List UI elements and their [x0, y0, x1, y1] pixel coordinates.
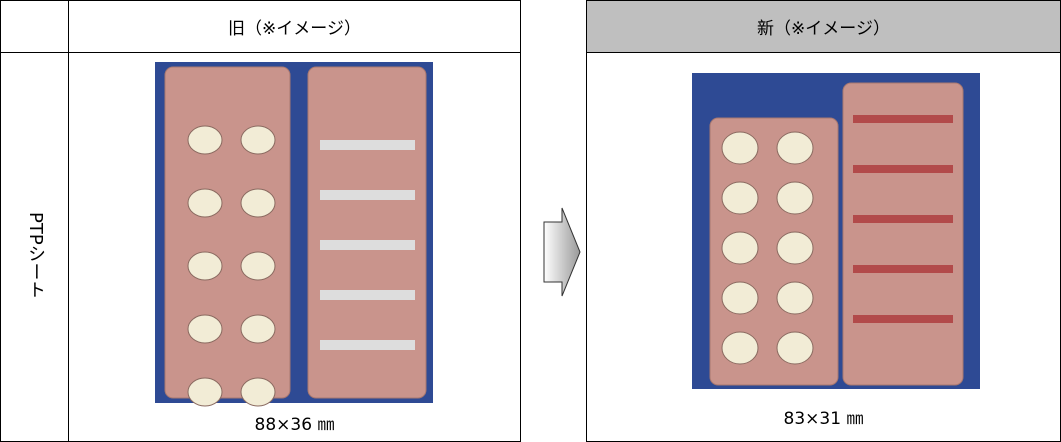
new-header-text: 新（※イメージ） [757, 19, 890, 39]
pill [721, 131, 759, 165]
stripe [853, 215, 953, 223]
old-caption: 88×36 ㎜ [254, 415, 335, 435]
pill [776, 281, 814, 315]
stripe [853, 115, 953, 123]
pill [721, 281, 759, 315]
stripe [320, 140, 415, 150]
pill [240, 377, 276, 407]
stripe [853, 165, 953, 173]
pill [187, 314, 223, 344]
new-header: 新（※イメージ） [586, 0, 1061, 53]
arrow [543, 207, 581, 297]
pill [187, 125, 223, 155]
old-header-text: 旧（※イメージ） [228, 19, 361, 39]
stripe [320, 190, 415, 200]
pill [240, 314, 276, 344]
pill [721, 331, 759, 365]
blister-strip [164, 66, 291, 399]
stripe [320, 290, 415, 300]
pill [776, 181, 814, 215]
pill [776, 131, 814, 165]
stripe [853, 265, 953, 273]
pill [240, 188, 276, 218]
stripe [320, 340, 415, 350]
blister-strip [842, 82, 964, 386]
pill [240, 251, 276, 281]
pill [187, 251, 223, 281]
new-caption: 83×31 ㎜ [783, 409, 864, 429]
stripe [853, 315, 953, 323]
pill [240, 125, 276, 155]
pill [776, 231, 814, 265]
pill [187, 188, 223, 218]
row-label: PTPシート [25, 211, 46, 299]
stripe [320, 240, 415, 250]
pill [721, 181, 759, 215]
pill [187, 377, 223, 407]
pill [721, 231, 759, 265]
pill [776, 331, 814, 365]
